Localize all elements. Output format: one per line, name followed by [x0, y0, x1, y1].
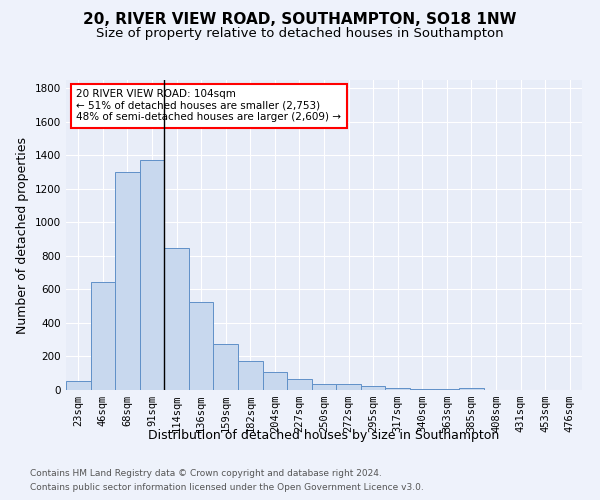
Bar — [312, 384, 336, 390]
Bar — [287, 379, 312, 390]
Text: Size of property relative to detached houses in Southampton: Size of property relative to detached ho… — [96, 28, 504, 40]
Bar — [410, 389, 434, 390]
Y-axis label: Number of detached properties: Number of detached properties — [16, 136, 29, 334]
Bar — [459, 388, 484, 390]
Text: Contains HM Land Registry data © Crown copyright and database right 2024.: Contains HM Land Registry data © Crown c… — [30, 468, 382, 477]
Bar — [263, 372, 287, 390]
Bar — [238, 360, 263, 390]
Bar — [164, 248, 189, 390]
Text: 20 RIVER VIEW ROAD: 104sqm
← 51% of detached houses are smaller (2,753)
48% of s: 20 RIVER VIEW ROAD: 104sqm ← 51% of deta… — [76, 90, 341, 122]
Text: Contains public sector information licensed under the Open Government Licence v3: Contains public sector information licen… — [30, 484, 424, 492]
Bar — [189, 302, 214, 390]
Bar — [66, 381, 91, 390]
Text: 20, RIVER VIEW ROAD, SOUTHAMPTON, SO18 1NW: 20, RIVER VIEW ROAD, SOUTHAMPTON, SO18 1… — [83, 12, 517, 28]
Bar — [336, 384, 361, 390]
Bar — [385, 388, 410, 390]
Bar — [361, 386, 385, 390]
Bar — [91, 282, 115, 390]
Text: Distribution of detached houses by size in Southampton: Distribution of detached houses by size … — [148, 428, 500, 442]
Bar — [115, 172, 140, 390]
Bar — [140, 160, 164, 390]
Bar — [214, 344, 238, 390]
